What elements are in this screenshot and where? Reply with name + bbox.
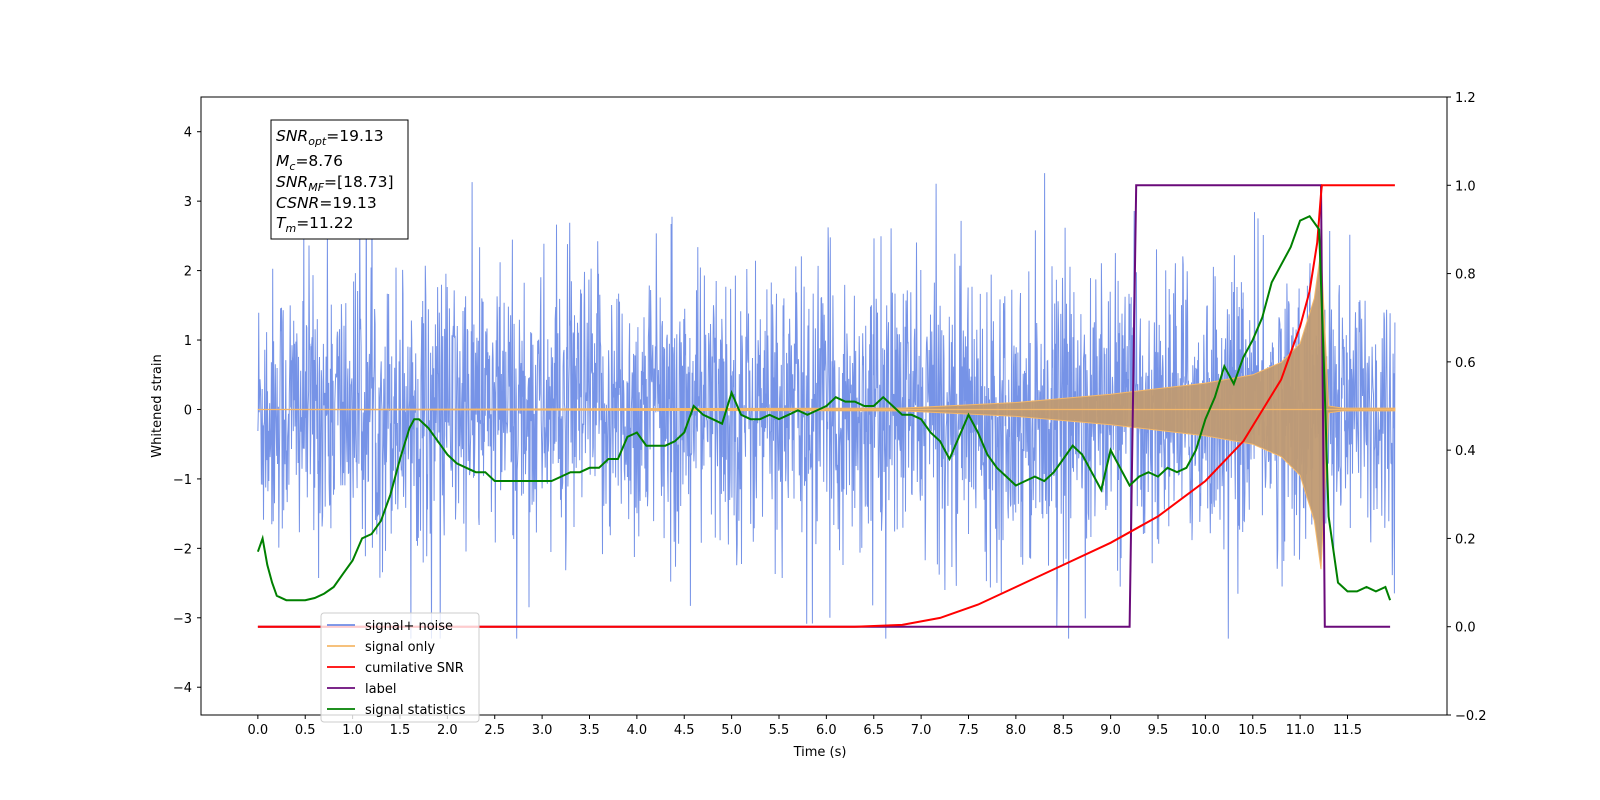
y2-tick-label: 0.8 [1455, 268, 1476, 283]
series-cumulative-snr-line [257, 184, 1395, 628]
legend-item: label [327, 682, 396, 697]
x-tick-label: 2.5 [484, 723, 505, 738]
y-axis-left-ticks: 4 3 2 1 0 −1 −2 −3 −4 [173, 126, 201, 696]
annotation-snr-mf: SNRMF=[18.73] [276, 173, 394, 194]
axes-frame [200, 96, 1448, 716]
y-tick-label: 1 [184, 334, 192, 349]
series-label-line [257, 184, 1391, 628]
x-tick-label: 2.0 [437, 723, 458, 738]
x-tick-label: 11.0 [1286, 723, 1315, 738]
x-tick-label: 11.5 [1333, 723, 1362, 738]
y2-tick-label: 0.6 [1455, 356, 1476, 371]
y2-tick-label: 0.0 [1455, 621, 1476, 636]
legend-label: signal only [365, 640, 435, 655]
x-tick-label: 5.5 [769, 723, 790, 738]
series-signal-statistics-line [256, 214, 1392, 602]
y-tick-label: −2 [173, 542, 192, 557]
x-tick-label: 7.0 [911, 723, 932, 738]
x-tick-label: 3.0 [532, 723, 553, 738]
annotation-snr-opt: SNRopt=19.13 [276, 127, 384, 148]
x-tick-label: 10.5 [1238, 723, 1267, 738]
annotation-csnr: CSNR=19.13 [276, 194, 377, 212]
x-tick-label: 1.0 [342, 723, 363, 738]
y2-tick-label: 1.0 [1455, 179, 1476, 194]
y2-tick-label: 1.2 [1455, 91, 1476, 106]
y-axis-right-ticks: 1.2 1.0 0.8 0.6 0.4 0.2 0.0 −0.2 [1447, 91, 1487, 724]
x-tick-label: 3.5 [579, 723, 600, 738]
x-axis-ticks: 0.0 0.5 1.0 1.5 2.0 2.5 3.0 3.5 4.0 4.5 5.0 5.5 6.0 6… [248, 715, 1362, 738]
x-tick-label: 8.0 [1006, 723, 1027, 738]
legend-item: signal+ noise [327, 619, 453, 634]
x-tick-label: 1.5 [390, 723, 411, 738]
x-tick-label: 0.5 [295, 723, 316, 738]
y2-tick-label: 0.4 [1455, 444, 1476, 459]
plot-area [256, 152, 1396, 639]
legend: signal+ noise signal only cumilative SNR… [320, 612, 480, 723]
x-tick-label: 4.0 [627, 723, 648, 738]
x-tick-label: 7.5 [958, 723, 979, 738]
x-tick-label: 0.0 [248, 723, 269, 738]
y-tick-label: 0 [184, 403, 192, 418]
y2-tick-label: −0.2 [1455, 709, 1487, 724]
x-tick-label: 10.0 [1191, 723, 1220, 738]
x-axis-label: Time (s) [793, 745, 847, 760]
y-tick-label: 4 [184, 126, 192, 141]
x-tick-label: 9.5 [1148, 723, 1169, 738]
x-tick-label: 4.5 [674, 723, 695, 738]
legend-item: cumilative SNR [327, 661, 464, 676]
legend-label: label [365, 682, 396, 697]
x-tick-label: 9.0 [1100, 723, 1121, 738]
legend-label: signal statistics [365, 703, 466, 718]
y2-tick-label: 0.2 [1455, 532, 1476, 547]
annotation-box: SNRopt=19.13 Mc=8.76 SNRMF=[18.73] CSNR=… [270, 119, 409, 240]
annotation-mc: Mc=8.76 [276, 152, 343, 173]
x-tick-label: 8.5 [1053, 723, 1074, 738]
legend-item: signal only [327, 640, 435, 655]
y-tick-label: 3 [184, 195, 192, 210]
x-tick-label: 6.5 [863, 723, 884, 738]
legend-label: signal+ noise [365, 619, 453, 634]
y-tick-label: 2 [184, 265, 192, 280]
x-tick-label: 5.0 [721, 723, 742, 738]
legend-label: cumilative SNR [365, 661, 464, 676]
annotation-tm: Tm=11.22 [276, 214, 354, 235]
y-tick-label: −4 [173, 681, 192, 696]
legend-item: signal statistics [327, 703, 466, 718]
x-tick-label: 6.0 [816, 723, 837, 738]
y-axis-label: Whitened strain [150, 354, 165, 457]
y-tick-label: −1 [173, 473, 192, 488]
y-tick-label: −3 [173, 612, 192, 627]
